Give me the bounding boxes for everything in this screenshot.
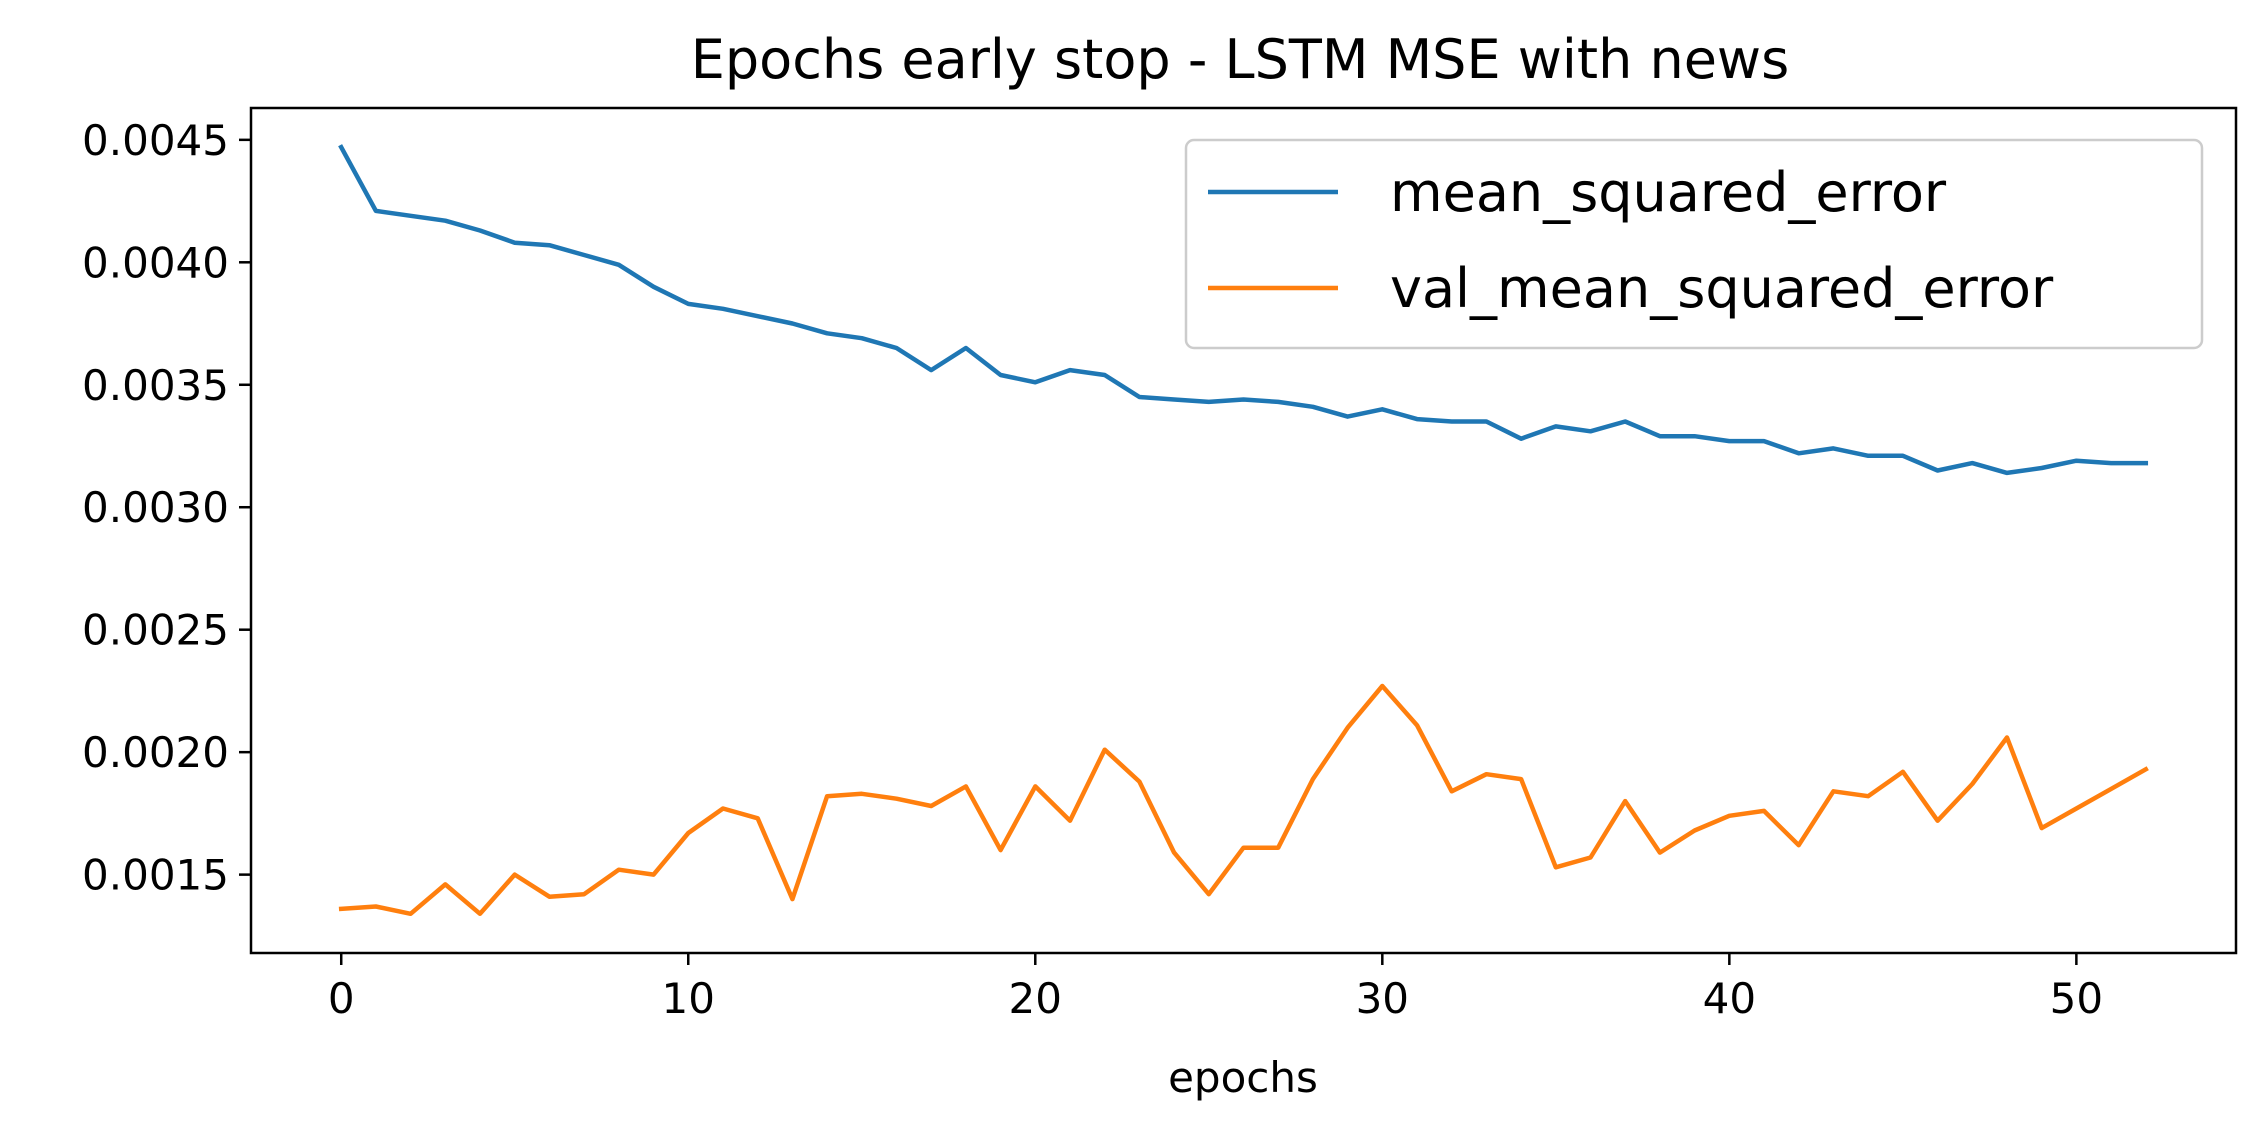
legend-label-val-mean-squared-error: val_mean_squared_error [1390,257,2054,320]
x-tick-label: 10 [662,974,715,1023]
plot-frame [249,106,2238,955]
y-tick-label: 0.0015 [82,851,229,900]
y-tick-label: 0.0040 [82,238,229,287]
x-tick-label: 40 [1703,974,1756,1023]
x-tick-label: 30 [1356,974,1409,1023]
x-tick-label: 20 [1009,974,1062,1023]
legend: mean_squared_error val_mean_squared_erro… [1184,138,2204,350]
series-line-val-mean-squared-error [338,683,2149,917]
y-tick-label: 0.0025 [82,606,229,655]
series-line-mean-squared-error [338,144,2149,476]
legend-label-mean-squared-error: mean_squared_error [1390,161,1947,224]
y-tick-label: 0.0030 [82,483,229,532]
series-lines [338,144,2149,917]
chart-title: Epochs early stop - LSTM MSE with news [691,28,1789,91]
x-tick-label: 50 [2050,974,2103,1023]
x-tick-label: 0 [328,974,355,1023]
y-axis: 0.0015 0.0020 0.0025 0.0030 0.0035 0.0040 0.00… [82,116,251,900]
y-tick-label: 0.0045 [82,116,229,165]
y-tick-label: 0.0020 [82,728,229,777]
x-axis: 0 10 20 30 40 50 [328,953,2103,1023]
y-tick-label: 0.0035 [82,361,229,410]
x-axis-label: epochs [1168,1053,1318,1102]
legend-box [1184,138,2204,350]
